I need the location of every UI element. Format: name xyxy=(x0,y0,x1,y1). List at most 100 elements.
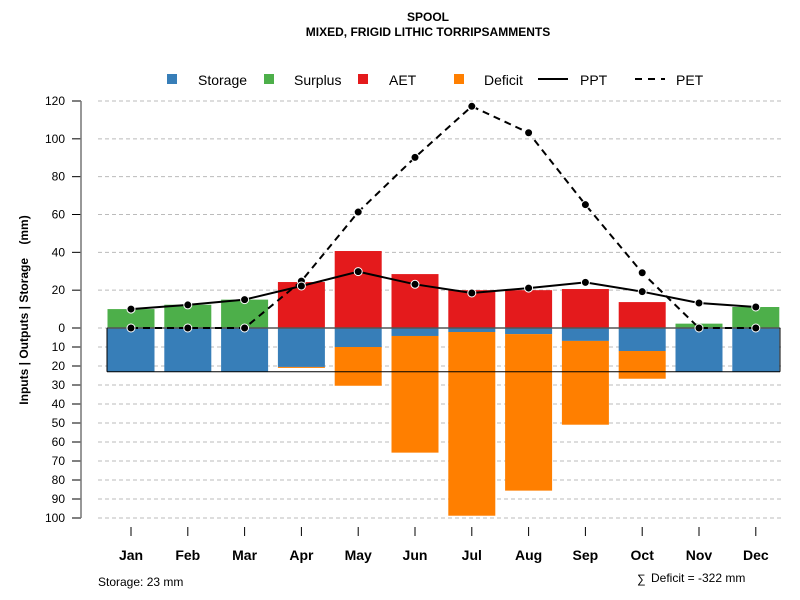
storage-bar xyxy=(618,328,666,351)
storage-bar xyxy=(448,328,496,332)
pet-point xyxy=(637,268,647,278)
ppt-point xyxy=(353,267,363,277)
pet-point xyxy=(751,323,761,333)
x-tick-label: Jul xyxy=(462,547,482,563)
legend-label-aet: AET xyxy=(389,72,417,88)
pet-line xyxy=(131,105,756,329)
legend-swatch-deficit xyxy=(454,74,464,84)
grid-lines xyxy=(98,100,782,519)
y-tick-label: 80 xyxy=(52,170,66,184)
deficit-note: Deficit = -322 mm xyxy=(651,571,745,585)
chart-title: SPOOL xyxy=(407,10,449,24)
deficit-bar xyxy=(618,350,666,379)
x-tick-label: Feb xyxy=(175,547,200,563)
y-tick-label: 50 xyxy=(52,416,66,430)
storage-bar xyxy=(391,328,439,336)
x-tick-label: Sep xyxy=(573,547,599,563)
storage-bar xyxy=(277,328,325,367)
aet-bar xyxy=(561,289,609,328)
aet-bar xyxy=(618,302,666,328)
lines-group xyxy=(106,101,781,373)
y-tick-label: 10 xyxy=(52,340,66,354)
pet-point xyxy=(694,323,704,333)
x-tick-label: Oct xyxy=(631,547,655,563)
legend: Storage Surplus AET Deficit PPT PET xyxy=(167,72,704,88)
axes-group: 0 20 40 60 80 100 120 10 20 30 40 50 60 70 80 90 100 Jan F… xyxy=(45,94,769,563)
legend-swatch-aet xyxy=(358,74,368,84)
storage-bar xyxy=(505,328,553,335)
pet-point xyxy=(410,152,420,162)
x-tick-label: Aug xyxy=(515,547,542,563)
pet-point xyxy=(524,128,534,138)
y-tick-label: 100 xyxy=(45,132,65,146)
pet-point xyxy=(240,323,250,333)
y-tick-label: 100 xyxy=(45,511,65,525)
storage-note: Storage: 23 mm xyxy=(98,575,183,589)
legend-swatch-storage xyxy=(167,74,177,84)
ppt-point xyxy=(410,279,420,289)
pet-point xyxy=(183,323,193,333)
y-tick-label: 40 xyxy=(52,397,66,411)
surplus-bar xyxy=(107,309,155,328)
x-tick-label: Jun xyxy=(403,547,428,563)
x-tick-label: May xyxy=(345,547,372,563)
surplus-bar xyxy=(164,304,212,328)
storage-bar xyxy=(732,328,780,372)
legend-label-ppt: PPT xyxy=(580,72,608,88)
legend-label-deficit: Deficit xyxy=(484,72,523,88)
x-tick-label: Apr xyxy=(289,547,314,563)
y-tick-label: 60 xyxy=(52,435,66,449)
pet-point xyxy=(353,207,363,217)
y-tick-label: 70 xyxy=(52,454,66,468)
ppt-point xyxy=(694,298,704,308)
deficit-bar xyxy=(448,331,496,516)
ppt-line xyxy=(130,270,756,311)
x-tick-label: Dec xyxy=(743,547,769,563)
aet-bar xyxy=(505,290,553,328)
ppt-point xyxy=(524,283,534,293)
y-tick-label: 30 xyxy=(52,378,66,392)
y-axis-label: Inputs | Outputs | Storage (mm) xyxy=(17,215,31,404)
chart-subtitle: MIXED, FRIGID LITHIC TORRIPSAMMENTS xyxy=(306,25,550,39)
aet-bar xyxy=(334,251,382,328)
storage-bar xyxy=(675,328,723,372)
x-tick-label: Mar xyxy=(232,547,257,563)
deficit-bar xyxy=(334,347,382,386)
ppt-point xyxy=(126,304,136,314)
y-tick-label: 120 xyxy=(45,94,65,108)
deficit-bar xyxy=(277,366,325,368)
surplus-bar xyxy=(732,307,780,328)
y-tick-label: 60 xyxy=(52,208,66,222)
x-tick-label: Jan xyxy=(119,547,143,563)
deficit-bar xyxy=(561,340,609,425)
storage-bar xyxy=(221,328,269,372)
deficit-bar xyxy=(391,335,439,453)
sum-icon: ∑ xyxy=(637,572,646,586)
ppt-point xyxy=(637,287,647,297)
storage-bar xyxy=(334,328,382,347)
legend-swatch-surplus xyxy=(264,74,274,84)
y-tick-label: 20 xyxy=(52,359,66,373)
ppt-point xyxy=(296,281,306,291)
legend-label-surplus: Surplus xyxy=(294,72,341,88)
legend-label-storage: Storage xyxy=(198,72,247,88)
ppt-point xyxy=(751,302,761,312)
y-tick-label: 20 xyxy=(52,283,66,297)
pet-point xyxy=(467,101,477,111)
y-tick-label: 90 xyxy=(52,492,66,506)
ppt-point xyxy=(580,277,590,287)
y-tick-label: 40 xyxy=(52,245,66,259)
legend-label-pet: PET xyxy=(676,72,704,88)
pet-point xyxy=(580,200,590,210)
storage-bar xyxy=(164,328,212,372)
bars-group xyxy=(107,251,780,516)
pet-point xyxy=(126,323,136,333)
storage-bar xyxy=(561,328,609,341)
ppt-point xyxy=(240,295,250,305)
ppt-point xyxy=(183,300,193,310)
deficit-bar xyxy=(505,334,553,491)
x-tick-label: Nov xyxy=(686,547,713,563)
y-tick-label: 0 xyxy=(58,321,65,335)
storage-bar xyxy=(107,328,155,372)
